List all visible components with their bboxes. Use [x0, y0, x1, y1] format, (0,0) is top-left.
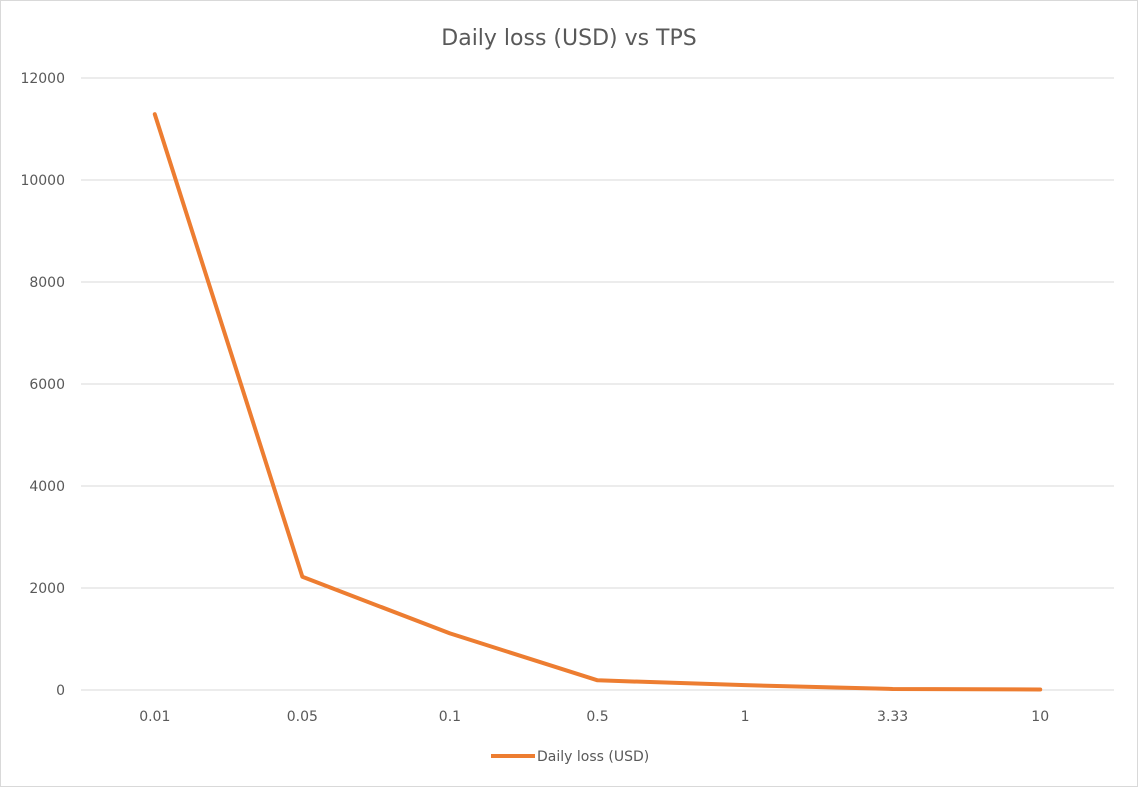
chart-title: Daily loss (USD) vs TPS — [441, 26, 696, 51]
y-tick-label: 2000 — [29, 581, 65, 597]
y-tick-label: 6000 — [29, 377, 65, 393]
x-tick-label: 3.33 — [877, 709, 908, 725]
y-tick-label: 4000 — [29, 479, 65, 495]
legend: Daily loss (USD) — [491, 749, 649, 765]
x-tick-label: 1 — [741, 709, 750, 725]
x-tick-label: 10 — [1031, 709, 1049, 725]
gridlines — [81, 77, 1114, 691]
x-axis-tick-labels: 0.01 0.05 0.1 0.5 1 3.33 10 — [139, 709, 1049, 725]
x-tick-label: 0.01 — [139, 709, 170, 725]
x-tick-label: 0.05 — [287, 709, 318, 725]
x-tick-label: 0.5 — [586, 709, 608, 725]
y-axis-tick-labels: 0 2000 4000 6000 8000 10000 12000 — [20, 71, 65, 699]
series-line-daily-loss — [152, 112, 1043, 692]
y-tick-label: 8000 — [29, 275, 65, 291]
y-tick-label: 12000 — [20, 71, 65, 87]
legend-label-daily-loss: Daily loss (USD) — [537, 749, 649, 765]
x-tick-label: 0.1 — [439, 709, 461, 725]
series-group — [152, 112, 1043, 692]
y-tick-label: 10000 — [20, 173, 65, 189]
y-tick-label: 0 — [56, 683, 65, 699]
